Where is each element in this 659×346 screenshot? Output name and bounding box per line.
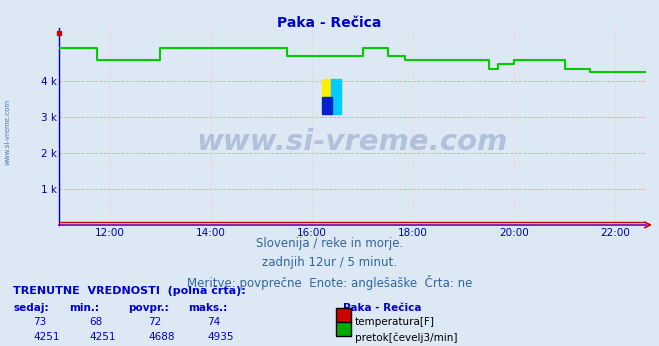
Text: 73: 73	[33, 317, 46, 327]
Text: 4251: 4251	[89, 332, 115, 342]
Bar	[322, 79, 341, 115]
Text: TRENUTNE  VREDNOSTI  (polna črta):: TRENUTNE VREDNOSTI (polna črta):	[13, 285, 246, 296]
Bar	[322, 97, 332, 115]
Text: 4935: 4935	[208, 332, 234, 342]
Text: www.si-vreme.com: www.si-vreme.com	[197, 128, 508, 156]
Text: 74: 74	[208, 317, 221, 327]
Text: pretok[čevelj3/min]: pretok[čevelj3/min]	[355, 332, 457, 343]
Text: 4688: 4688	[148, 332, 175, 342]
Text: sedaj:: sedaj:	[13, 303, 49, 313]
Text: min.:: min.:	[69, 303, 100, 313]
Text: zadnjih 12ur / 5 minut.: zadnjih 12ur / 5 minut.	[262, 256, 397, 269]
Bar	[331, 79, 341, 115]
Text: Paka - Rečica: Paka - Rečica	[277, 16, 382, 29]
Text: Paka - Rečica: Paka - Rečica	[343, 303, 421, 313]
Text: www.si-vreme.com: www.si-vreme.com	[5, 98, 11, 165]
Text: temperatura[F]: temperatura[F]	[355, 317, 434, 327]
Text: 72: 72	[148, 317, 161, 327]
Text: Meritve: povprečne  Enote: anglešaške  Črta: ne: Meritve: povprečne Enote: anglešaške Črt…	[186, 275, 473, 290]
Text: povpr.:: povpr.:	[129, 303, 169, 313]
Text: Slovenija / reke in morje.: Slovenija / reke in morje.	[256, 237, 403, 250]
Text: 68: 68	[89, 317, 102, 327]
Text: 4251: 4251	[33, 332, 59, 342]
Text: maks.:: maks.:	[188, 303, 227, 313]
